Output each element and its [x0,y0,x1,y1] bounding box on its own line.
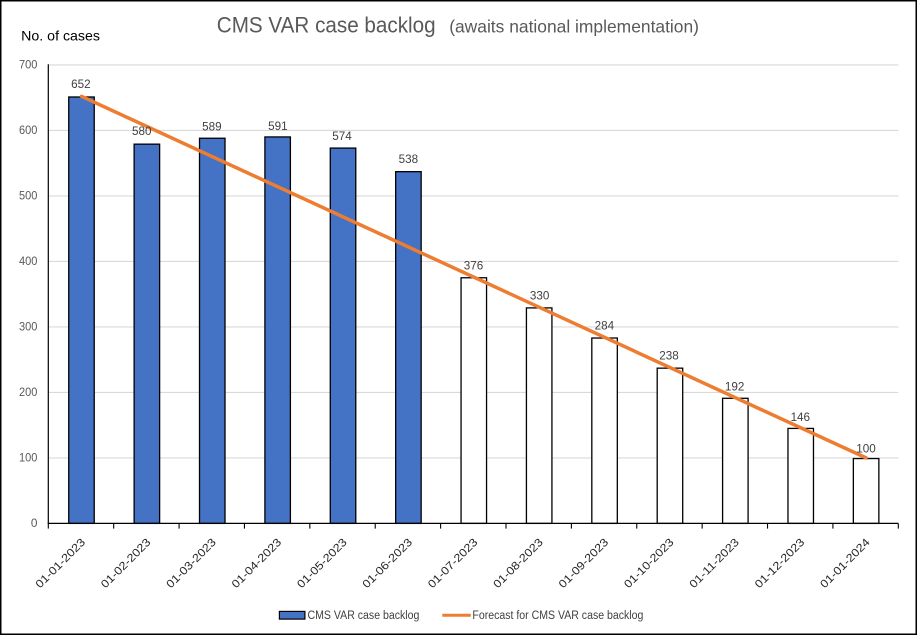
svg-text:200: 200 [19,385,38,399]
svg-text:100: 100 [856,442,876,456]
svg-text:284: 284 [595,318,615,332]
svg-text:238: 238 [659,349,679,363]
svg-text:0: 0 [31,516,38,530]
svg-text:Forecast for CMS VAR case back: Forecast for CMS VAR case backlog [472,610,643,622]
svg-text:100: 100 [19,451,38,465]
svg-text:146: 146 [791,410,811,424]
svg-text:580: 580 [132,124,152,138]
svg-text:700: 700 [19,58,38,72]
svg-text:600: 600 [19,123,38,137]
svg-text:652: 652 [71,77,91,91]
svg-text:192: 192 [725,379,745,393]
svg-text:No. of cases: No. of cases [21,27,100,43]
svg-text:589: 589 [202,120,222,134]
svg-text:500: 500 [19,189,38,203]
svg-text:538: 538 [399,152,419,166]
svg-text:CMS VAR case backlog: CMS VAR case backlog [308,610,420,622]
svg-text:591: 591 [268,119,288,133]
svg-text:400: 400 [19,254,38,268]
svg-text:330: 330 [530,289,550,303]
svg-text:300: 300 [19,320,38,334]
svg-text:(awaits national implementatio: (awaits national implementation) [449,17,699,37]
svg-text:376: 376 [464,259,484,273]
svg-text:574: 574 [332,129,352,143]
svg-text:CMS VAR case backlog: CMS VAR case backlog [217,13,436,38]
